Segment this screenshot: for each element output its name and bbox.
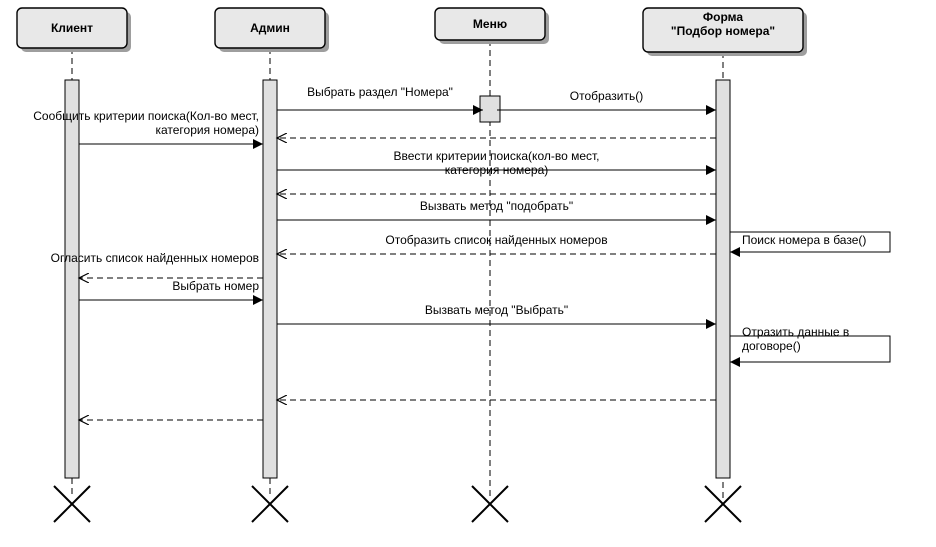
message-label: Вызвать метод "Выбрать" xyxy=(425,303,568,317)
self-call-label: Поиск номера в базе() xyxy=(742,233,866,247)
sequence-diagram: Клиент Админ Меню Форма"Подбор номера" Выбра… xyxy=(0,0,936,547)
activation-admin xyxy=(263,80,277,478)
activation-menu xyxy=(480,96,500,122)
message-label: Выбрать номер xyxy=(172,279,259,293)
message-label: Огласить список найденных номеров xyxy=(51,251,259,265)
activation-client xyxy=(65,80,79,478)
message-label: Отобразить() xyxy=(570,89,643,103)
participant-label-admin: Админ xyxy=(250,21,290,35)
message-label: категория номера) xyxy=(155,123,259,137)
message-label: Выбрать раздел "Номера" xyxy=(307,85,453,99)
participant-label-form: Форма xyxy=(703,10,743,24)
self-call-label: Отразить данные в xyxy=(742,325,849,339)
message-label: категория номера) xyxy=(445,163,549,177)
participant-label-client: Клиент xyxy=(51,21,93,35)
participant-label-form: "Подбор номера" xyxy=(671,24,775,38)
message-label: Вызвать метод "подобрать" xyxy=(420,199,573,213)
activation-form xyxy=(716,80,730,478)
message-label: Сообщить критерии поиска(Кол-во мест, xyxy=(33,109,259,123)
participant-label-menu: Меню xyxy=(473,17,507,31)
message-label: Отобразить список найденных номеров xyxy=(385,233,607,247)
self-call-label: договоре() xyxy=(742,339,801,353)
message-label: Ввести критерии поиска(кол-во мест, xyxy=(393,149,599,163)
